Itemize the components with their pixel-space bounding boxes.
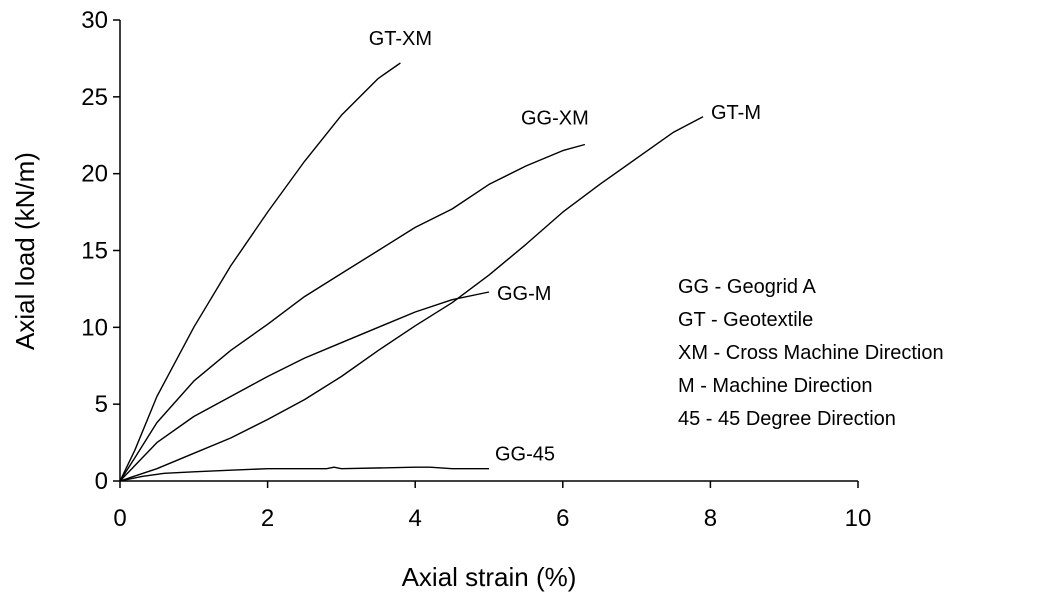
legend-entry-0: GG - Geogrid A [678, 276, 816, 298]
y-tick-label: 15 [81, 238, 108, 265]
y-tick-label: 25 [81, 84, 108, 111]
y-tick-label: 20 [81, 161, 108, 188]
x-tick-label: 4 [409, 505, 422, 532]
series-lines [119, 62, 704, 482]
series-line-gg-xm [119, 143, 586, 482]
legend-entry-2: XM - Cross Machine Direction [678, 342, 944, 364]
x-axis-title: Axial strain (%) [402, 562, 577, 592]
series-line-gg-45 [119, 466, 489, 482]
x-tick-label: 10 [845, 505, 872, 532]
x-tick-label: 8 [704, 505, 717, 532]
y-tick-label: 10 [81, 314, 108, 341]
y-tick-label: 0 [95, 468, 108, 495]
legend-entry-3: M - Machine Direction [678, 375, 873, 397]
series-label-gg-m: GG-M [497, 283, 551, 305]
y-axis-title: Axial load (kN/m) [10, 152, 40, 350]
legend: GG - Geogrid A GT - Geotextile XM - Cros… [678, 276, 944, 430]
legend-entry-1: GT - Geotextile [678, 309, 813, 331]
series-label-gg-45: GG-45 [495, 444, 555, 466]
x-tick-label: 2 [261, 505, 274, 532]
legend-entry-4: 45 - 45 Degree Direction [678, 408, 896, 430]
series-label-gt-m: GT-M [711, 102, 761, 124]
x-tick-label: 6 [556, 505, 569, 532]
y-tick-label: 5 [95, 391, 108, 418]
ticks: 0 5 10 15 20 25 30 0 2 4 6 8 10 [81, 7, 871, 532]
series-line-gg-m [119, 291, 490, 482]
series-line-gt-m [119, 116, 704, 482]
series-label-gg-xm: GG-XM [521, 108, 589, 130]
series-labels: GT-XM GG-XM GT-M GG-M GG-45 [369, 28, 761, 466]
series-line-gt-xm [119, 62, 401, 482]
y-tick-label: 30 [81, 7, 108, 34]
series-label-gt-xm: GT-XM [369, 28, 432, 50]
x-tick-label: 0 [113, 505, 126, 532]
